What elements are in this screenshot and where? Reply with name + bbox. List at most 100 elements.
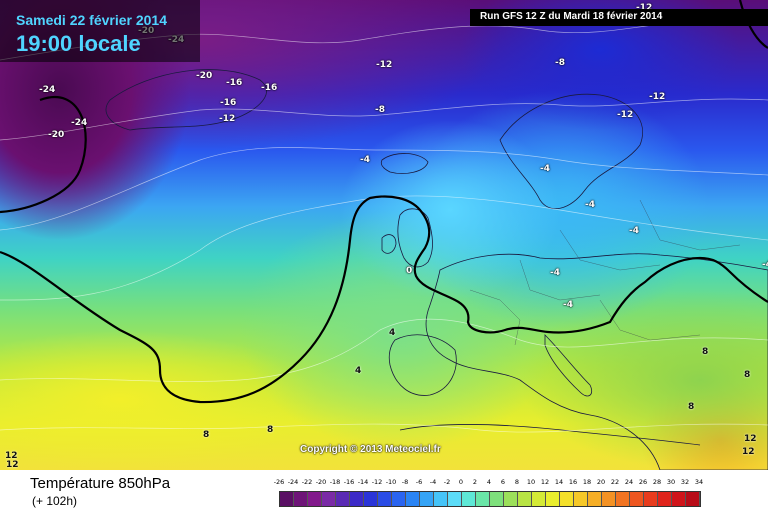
scandinavia-coast <box>499 93 643 210</box>
valid-time-panel: Samedi 22 février 2014 19:00 locale <box>0 0 200 62</box>
scale-tick-label: 12 <box>540 478 550 486</box>
contour-label: -24 <box>39 85 56 95</box>
scale-tick-label: 30 <box>666 478 676 486</box>
isotherm-line <box>0 318 768 382</box>
zero-degree-isotherm <box>0 0 768 402</box>
coastlines <box>105 69 768 470</box>
scale-tick-label: 20 <box>596 478 606 486</box>
scale-tick-label: 34 <box>694 478 704 486</box>
temperature-map: -24-20-16-16-16-12-24-24-20-12-8-4-12-8-… <box>0 0 768 470</box>
scale-tick-label: 10 <box>526 478 536 486</box>
contour-label: -20 <box>48 130 65 140</box>
scale-swatch <box>560 492 574 506</box>
contour-label: 8 <box>688 402 695 412</box>
scale-tick-label: -18 <box>329 478 341 486</box>
scale-swatch <box>504 492 518 506</box>
ireland-coast <box>381 234 397 254</box>
contour-label: 12 <box>744 434 757 444</box>
scale-swatch <box>574 492 588 506</box>
scale-tick-label: 32 <box>680 478 690 486</box>
scale-tick-label: -12 <box>371 478 383 486</box>
scale-swatch <box>406 492 420 506</box>
scale-swatch <box>686 492 700 506</box>
contour-label: 12 <box>6 460 19 470</box>
scale-swatch <box>658 492 672 506</box>
copyright-notice: Copyright © 2013 Meteociel.fr <box>300 444 441 455</box>
contour-label: -4 <box>585 200 595 210</box>
isotherm-line <box>0 147 768 231</box>
scale-swatch <box>588 492 602 506</box>
contour-label: -12 <box>649 92 666 102</box>
color-scale-bar <box>279 491 701 507</box>
contour-label: -4 <box>550 268 560 278</box>
scale-tick-label: -20 <box>315 478 327 486</box>
contour-label: -16 <box>220 98 237 108</box>
scale-swatch <box>350 492 364 506</box>
isotherm-zero-arctic <box>738 0 768 49</box>
scale-swatch <box>476 492 490 506</box>
scale-swatch <box>308 492 322 506</box>
contour-label: -4 <box>563 300 573 310</box>
scale-tick-label: -26 <box>273 478 285 486</box>
scale-swatch <box>420 492 434 506</box>
scale-swatch <box>602 492 616 506</box>
contour-label: 8 <box>702 347 709 357</box>
scale-tick-label: -14 <box>357 478 369 486</box>
local-time: 19:00 locale <box>16 31 141 56</box>
contour-label: -8 <box>555 58 565 68</box>
isotherm-line <box>0 98 768 141</box>
contour-label: 8 <box>267 425 274 435</box>
scale-swatch <box>672 492 686 506</box>
country-borders <box>469 199 741 346</box>
contour-label: -12 <box>617 110 634 120</box>
forecast-offset: (+ 102h) <box>32 494 78 508</box>
scale-swatch <box>630 492 644 506</box>
scale-swatch <box>280 492 294 506</box>
contour-label: 4 <box>389 328 396 338</box>
contour-label: -16 <box>226 78 243 88</box>
isotherm-zero-west <box>0 195 768 404</box>
north-africa-coast <box>399 423 701 446</box>
scale-swatch <box>294 492 308 506</box>
scale-tick-label: 16 <box>568 478 578 486</box>
scale-swatch <box>434 492 448 506</box>
color-scale: -26 -24 -22 -20 -18 -16 -14 -12 -10 -8 -6 -4 -2 0 2 4 6 8… <box>274 478 747 508</box>
scale-tick-label: -22 <box>301 478 313 486</box>
contour-label: -4 <box>540 164 550 174</box>
scale-swatch <box>336 492 350 506</box>
isotherm-line <box>0 195 768 301</box>
contour-label: 0 <box>406 266 413 276</box>
scale-tick-label: -10 <box>385 478 397 486</box>
scale-tick-label: 26 <box>638 478 648 486</box>
contour-label: -16 <box>261 83 278 93</box>
scale-swatch <box>490 492 504 506</box>
contour-label: 12 <box>742 447 755 457</box>
contour-label: -20 <box>196 71 213 81</box>
color-scale-labels: -26 -24 -22 -20 -18 -16 -14 -12 -10 -8 -6 -4 -2 0 2 4 6 8… <box>274 478 747 490</box>
contour-label: 4 <box>355 366 362 376</box>
contour-label: 8 <box>744 370 751 380</box>
iberia-coast <box>388 334 457 396</box>
scale-tick-label: 24 <box>624 478 634 486</box>
scale-tick-label: 8 <box>514 478 520 486</box>
scale-swatch <box>546 492 560 506</box>
parameter-title: Température 850hPa <box>30 475 171 492</box>
scale-tick-label: -6 <box>415 478 423 486</box>
scale-tick-label: -16 <box>343 478 355 486</box>
scale-swatch <box>448 492 462 506</box>
run-info: Run GFS 12 Z du Mardi 18 février 2014 <box>480 11 663 22</box>
british-isles-coast <box>397 208 433 268</box>
scale-swatch <box>644 492 658 506</box>
scale-swatch <box>392 492 406 506</box>
iceland-coast <box>380 153 429 174</box>
europe-coast <box>425 253 768 470</box>
scale-tick-label: 14 <box>554 478 564 486</box>
scale-swatch <box>462 492 476 506</box>
scale-tick-label: 22 <box>610 478 620 486</box>
scale-tick-label: -4 <box>429 478 437 486</box>
scale-tick-label: 18 <box>582 478 592 486</box>
border-line <box>639 199 741 251</box>
italy-coast <box>544 334 593 397</box>
scale-tick-label: -24 <box>287 478 299 486</box>
